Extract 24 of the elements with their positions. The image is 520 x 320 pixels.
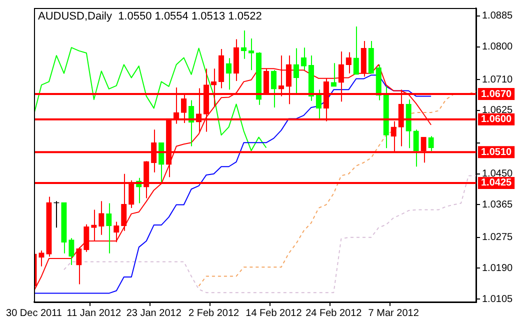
ref-line-label: 1.0670: [481, 88, 512, 100]
y-tick-label: 1.0710: [482, 74, 514, 86]
y-tick-label: 1.0365: [482, 199, 514, 210]
y-tick-label: 1.0800: [482, 42, 514, 53]
x-tick-label: 2 Feb 2012: [188, 308, 240, 319]
candlestick: [91, 209, 97, 242]
x-tick-label: 7 Mar 2012: [368, 308, 420, 319]
y-tick-label: 1.0450: [482, 168, 514, 180]
ref-line-label: 1.0600: [481, 114, 512, 126]
x-tick-label: 14 Feb 2012: [246, 308, 302, 319]
line-series: [63, 175, 476, 294]
y-tick-label: 1.0275: [482, 232, 514, 244]
x-tick-label: 23 Jan 2012: [126, 308, 182, 319]
x-tick-label: 24 Feb 2012: [306, 308, 362, 319]
chart-title: AUDUSD,Daily 1.0550 1.0554 1.0513 1.0522: [38, 10, 262, 23]
ref-line-label: 1.0510: [481, 146, 512, 158]
x-tick-label: 30 Dec 2011: [6, 308, 62, 319]
y-tick-label: 1.0105: [482, 294, 514, 305]
y-tick-label: 1.0625: [482, 105, 514, 116]
ref-line-label: 1.0425: [481, 178, 512, 189]
y-tick-label: 1.0885: [482, 10, 514, 22]
y-tick-label: 1.0190: [482, 262, 514, 274]
line-series: [198, 90, 476, 287]
x-tick-label: 11 Jan 2012: [66, 308, 122, 319]
